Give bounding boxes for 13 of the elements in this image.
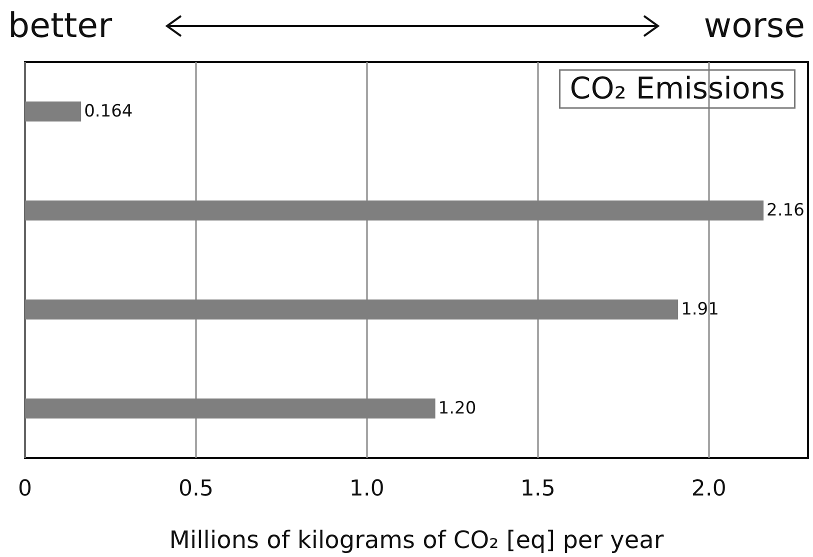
text: better	[8, 6, 112, 46]
x-tick-label: 1.5	[520, 476, 556, 502]
x-tick-label: 0	[18, 476, 32, 502]
data-label: 2.16	[766, 200, 804, 220]
x-tick-label: 1.0	[349, 476, 384, 502]
data-label: 0.164	[84, 102, 133, 122]
data-label: 1.91	[681, 300, 719, 320]
x-tick-label: 2.0	[691, 476, 726, 502]
x-axis-title: Millions of kilograms of CO₂ [eq] per year	[169, 526, 664, 554]
text: worse	[704, 6, 805, 46]
data-label: 1.20	[438, 398, 476, 418]
chart-title: CO₂ Emissions	[570, 72, 786, 106]
x-tick-label: 0.5	[178, 476, 214, 502]
